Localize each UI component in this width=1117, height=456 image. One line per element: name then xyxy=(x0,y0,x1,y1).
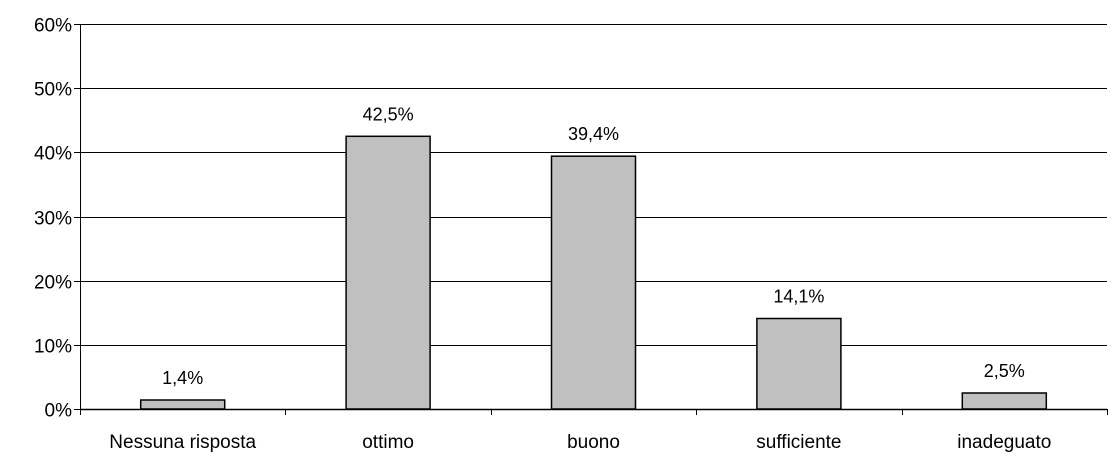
y-tick-label: 20% xyxy=(34,273,72,294)
bars xyxy=(139,135,1048,410)
bar xyxy=(139,399,226,410)
y-tick-label: 50% xyxy=(34,80,72,101)
data-label: 14,1% xyxy=(773,287,824,307)
category-labels: Nessuna risposta ottimo buono sufficiente in… xyxy=(109,432,1051,453)
y-axis-ticks: 0% 10% 20% 30% 40% 50% 60% xyxy=(34,16,80,422)
category-label: buono xyxy=(567,432,620,453)
category-label: sufficiente xyxy=(756,432,841,453)
category-label: inadeguato xyxy=(957,432,1051,453)
bar xyxy=(756,317,842,410)
data-label: 2,5% xyxy=(984,361,1025,381)
y-tick-label: 40% xyxy=(34,144,72,165)
x-axis xyxy=(80,24,1108,415)
y-tick-label: 10% xyxy=(34,337,72,358)
bar xyxy=(550,155,637,410)
data-labels: 1,4% 42,5% 39,4% 14,1% 2,5% xyxy=(162,104,1025,388)
category-label: Nessuna risposta xyxy=(109,432,256,453)
data-label: 42,5% xyxy=(363,104,414,124)
bar xyxy=(345,135,431,410)
y-tick-label: 0% xyxy=(45,401,73,422)
bar xyxy=(961,392,1048,410)
data-label: 39,4% xyxy=(568,124,619,144)
category-label: ottimo xyxy=(362,432,414,453)
y-tick-label: 30% xyxy=(34,209,72,230)
data-label: 1,4% xyxy=(162,368,203,388)
y-tick-label: 60% xyxy=(34,16,72,37)
